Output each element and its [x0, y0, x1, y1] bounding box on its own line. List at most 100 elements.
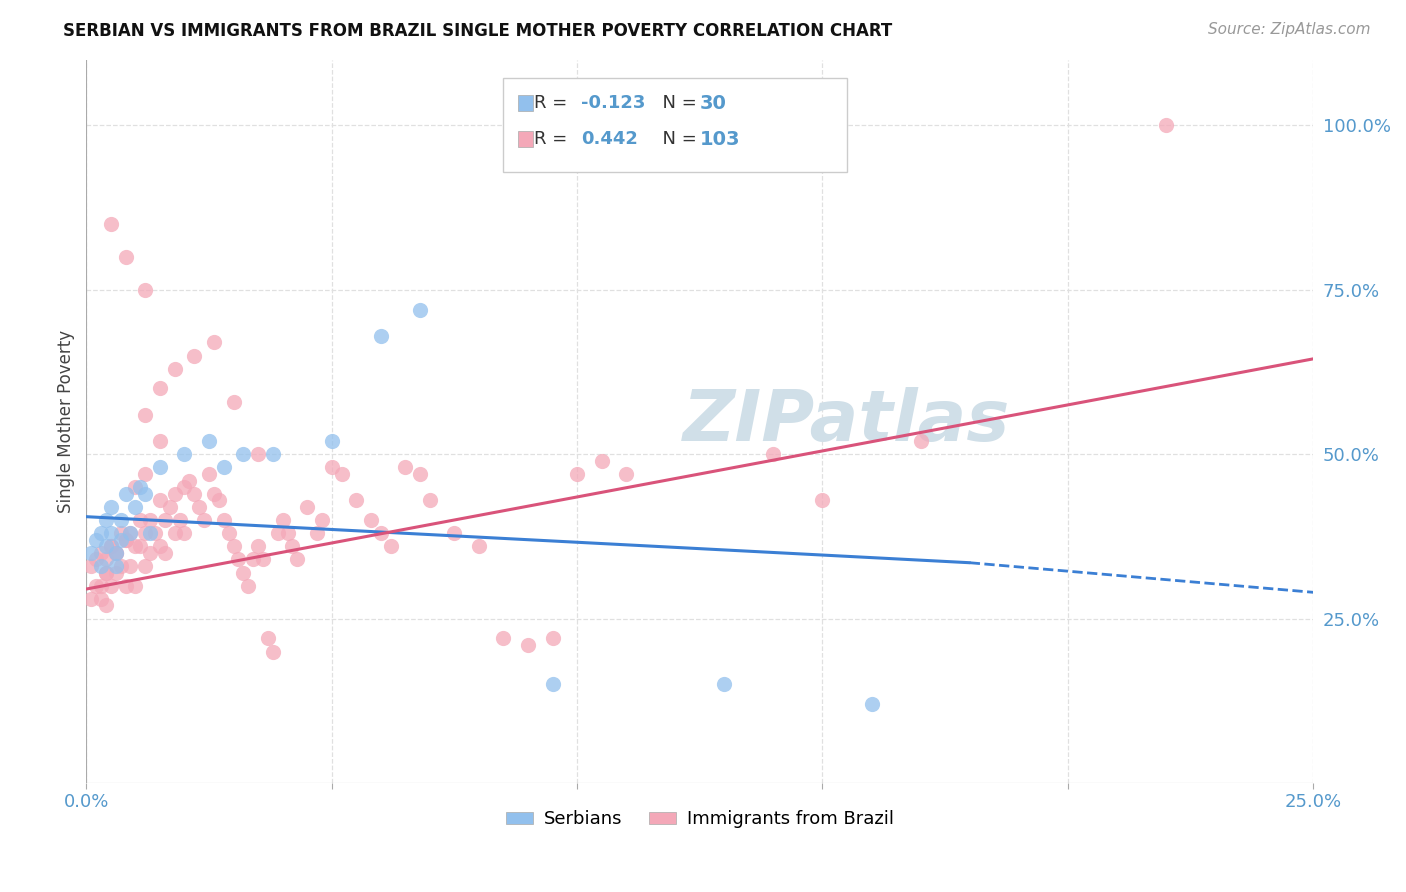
Point — [202, 486, 225, 500]
Point — [860, 697, 883, 711]
Point — [183, 486, 205, 500]
Point — [910, 434, 932, 448]
Point — [330, 467, 353, 481]
Point — [110, 559, 132, 574]
Point — [110, 513, 132, 527]
Point — [124, 539, 146, 553]
Point — [114, 533, 136, 547]
Point — [222, 394, 245, 409]
Point — [409, 467, 432, 481]
Point — [94, 513, 117, 527]
Point — [149, 434, 172, 448]
Point — [153, 546, 176, 560]
Point — [94, 552, 117, 566]
Point — [163, 486, 186, 500]
Point — [242, 552, 264, 566]
Point — [94, 566, 117, 580]
Text: 0.442: 0.442 — [581, 130, 638, 148]
Point — [193, 513, 215, 527]
Point — [90, 591, 112, 606]
Y-axis label: Single Mother Poverty: Single Mother Poverty — [58, 330, 75, 513]
Point — [134, 526, 156, 541]
Point — [321, 460, 343, 475]
Point — [149, 381, 172, 395]
Point — [591, 454, 613, 468]
Point — [179, 474, 201, 488]
Point — [198, 434, 221, 448]
Point — [134, 283, 156, 297]
Point — [173, 526, 195, 541]
Point — [104, 546, 127, 560]
Point — [139, 546, 162, 560]
Point — [232, 566, 254, 580]
Text: Source: ZipAtlas.com: Source: ZipAtlas.com — [1208, 22, 1371, 37]
Point — [120, 526, 142, 541]
Point — [212, 513, 235, 527]
Point — [94, 566, 117, 580]
Text: -0.123: -0.123 — [581, 94, 645, 112]
Point — [394, 460, 416, 475]
Point — [295, 500, 318, 514]
Point — [169, 513, 191, 527]
Point — [811, 493, 834, 508]
Point — [80, 559, 103, 574]
Point — [134, 486, 156, 500]
Point — [104, 546, 127, 560]
Point — [110, 526, 132, 541]
Point — [614, 467, 637, 481]
Point — [443, 526, 465, 541]
Point — [149, 493, 172, 508]
Point — [100, 539, 122, 553]
Point — [84, 579, 107, 593]
Point — [84, 552, 107, 566]
Point — [163, 361, 186, 376]
Point — [285, 552, 308, 566]
Point — [104, 559, 127, 574]
Point — [104, 546, 127, 560]
Text: ZIPatlas: ZIPatlas — [683, 387, 1011, 456]
Point — [1154, 119, 1177, 133]
Point — [129, 513, 152, 527]
Point — [159, 500, 181, 514]
Point — [110, 533, 132, 547]
Point — [321, 434, 343, 448]
Point — [143, 526, 166, 541]
Point — [173, 447, 195, 461]
Point — [173, 480, 195, 494]
Point — [218, 526, 240, 541]
Point — [276, 526, 298, 541]
Point — [262, 644, 284, 658]
Point — [94, 599, 117, 613]
Point — [370, 526, 392, 541]
Point — [139, 513, 162, 527]
Point — [188, 500, 211, 514]
Text: R =: R = — [534, 94, 574, 112]
Point — [100, 500, 122, 514]
Point — [114, 486, 136, 500]
Point — [541, 632, 564, 646]
Point — [380, 539, 402, 553]
Point — [163, 526, 186, 541]
Point — [129, 480, 152, 494]
Text: 30: 30 — [700, 94, 727, 112]
Point — [232, 447, 254, 461]
Point — [84, 533, 107, 547]
Point — [120, 559, 142, 574]
Point — [134, 559, 156, 574]
Point — [247, 447, 270, 461]
Point — [149, 539, 172, 553]
Point — [344, 493, 367, 508]
Point — [120, 526, 142, 541]
Point — [238, 579, 260, 593]
Point — [281, 539, 304, 553]
Point — [541, 677, 564, 691]
Point — [134, 467, 156, 481]
Point — [153, 513, 176, 527]
Point — [134, 408, 156, 422]
Point — [198, 467, 221, 481]
Point — [247, 539, 270, 553]
Point — [80, 591, 103, 606]
Point — [94, 539, 117, 553]
Point — [90, 546, 112, 560]
Point — [311, 513, 333, 527]
